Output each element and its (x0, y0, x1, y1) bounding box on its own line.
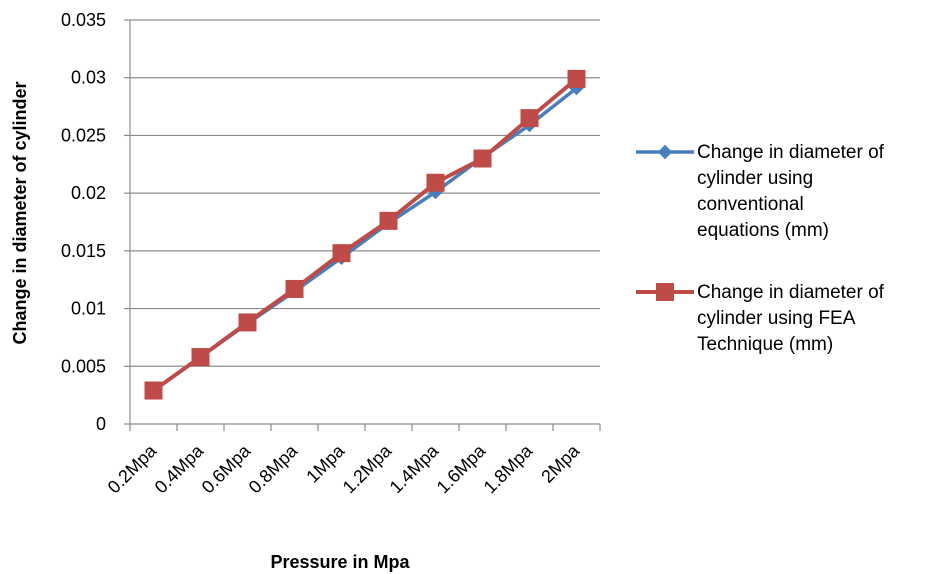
y-tick-label: 0.025 (61, 125, 106, 145)
legend-label: Technique (mm) (697, 334, 833, 355)
legend-label: equations (mm) (697, 220, 829, 241)
x-tick-label: 0.6Mpa (198, 440, 255, 497)
data-point (191, 348, 210, 367)
x-tick-label: 1.8Mpa (480, 440, 537, 497)
series-2 (144, 69, 586, 400)
data-point (520, 109, 539, 128)
axes (124, 19, 601, 431)
legend-entry-2: Change in diameter of cylinder using FEA T… (636, 282, 885, 355)
x-tick-label: 1.4Mpa (386, 440, 443, 497)
gridlines (130, 19, 600, 367)
data-point (144, 381, 163, 400)
y-tick-labels: 0 0.005 0.01 0.015 0.02 0.025 0.03 0.035 (61, 10, 106, 434)
x-tick-label: 0.8Mpa (245, 440, 302, 497)
legend-label: cylinder using (697, 168, 813, 189)
legend-label: cylinder using FEA (697, 308, 856, 329)
legend-entry-1: Change in diameter of cylinder using conve… (636, 142, 885, 241)
legend-label: Change in diameter of (697, 282, 885, 303)
x-tick-label: 2Mpa (537, 440, 584, 487)
legend-marker (657, 144, 673, 160)
y-tick-label: 0.005 (61, 356, 106, 376)
x-tick-label: 1.6Mpa (433, 440, 490, 497)
data-point (426, 173, 445, 192)
data-point (332, 244, 351, 263)
y-tick-label: 0.01 (71, 299, 106, 319)
x-tick-label: 0.2Mpa (104, 440, 161, 497)
legend-label: conventional (697, 194, 804, 215)
x-tick-label: 1.2Mpa (339, 440, 396, 497)
y-tick-label: 0.02 (71, 183, 106, 203)
y-tick-label: 0.015 (61, 241, 106, 261)
legend-marker (656, 283, 674, 301)
data-series (144, 69, 586, 400)
y-axis-title: Change in diameter of cylinder (10, 81, 30, 344)
data-point (285, 279, 304, 298)
y-tick-label: 0.03 (71, 68, 106, 88)
y-tick-label: 0.035 (61, 10, 106, 30)
legend-label: Change in diameter of (697, 142, 885, 163)
data-point (567, 69, 586, 88)
legend: Change in diameter of cylinder using conve… (636, 142, 885, 355)
data-point (379, 211, 398, 230)
series-line (152, 77, 578, 393)
data-point (473, 149, 492, 168)
x-axis-title: Pressure in Mpa (270, 552, 410, 572)
y-tick-label: 0 (96, 414, 106, 434)
x-tick-label: 0.4Mpa (151, 440, 208, 497)
data-point (238, 313, 257, 332)
